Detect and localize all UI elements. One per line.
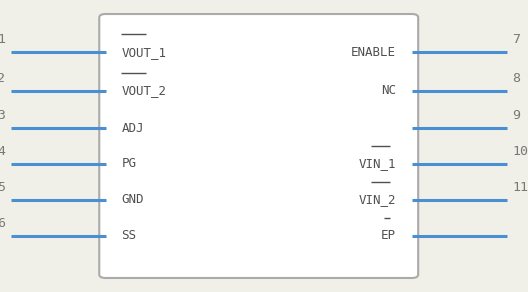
- Text: NC: NC: [381, 84, 396, 97]
- Text: 4: 4: [0, 145, 5, 158]
- Text: 8: 8: [512, 72, 520, 85]
- Text: 6: 6: [0, 217, 5, 230]
- Text: ENABLE: ENABLE: [351, 46, 396, 59]
- Text: VOUT_2: VOUT_2: [121, 84, 166, 97]
- Text: 3: 3: [0, 109, 5, 122]
- Text: 5: 5: [0, 181, 5, 194]
- Text: 9: 9: [512, 109, 520, 122]
- Text: 1: 1: [0, 34, 5, 46]
- Text: VIN_1: VIN_1: [359, 157, 396, 171]
- FancyBboxPatch shape: [99, 14, 418, 278]
- Text: SS: SS: [121, 230, 136, 242]
- Text: 7: 7: [512, 34, 520, 46]
- Text: GND: GND: [121, 194, 144, 206]
- Text: EP: EP: [381, 230, 396, 242]
- Text: 11: 11: [512, 181, 528, 194]
- Text: ADJ: ADJ: [121, 121, 144, 135]
- Text: 2: 2: [0, 72, 5, 85]
- Text: VIN_2: VIN_2: [359, 194, 396, 206]
- Text: VOUT_1: VOUT_1: [121, 46, 166, 59]
- Text: 10: 10: [512, 145, 528, 158]
- Text: PG: PG: [121, 157, 136, 171]
